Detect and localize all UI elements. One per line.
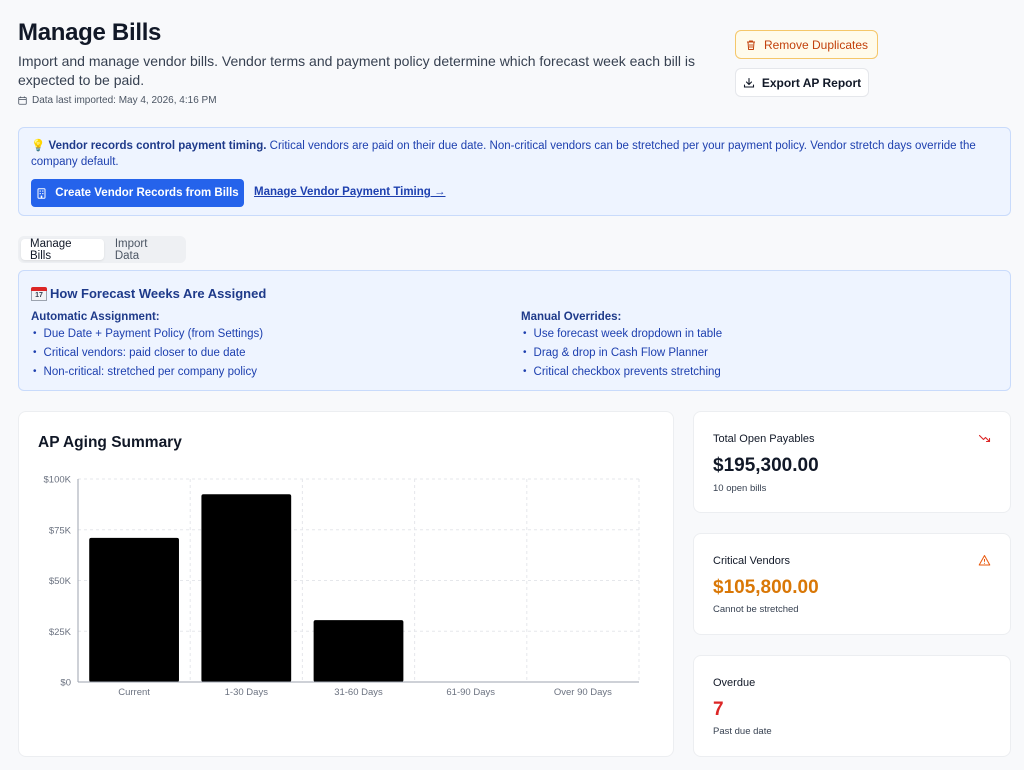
stat-subtext: Past due date [713, 726, 772, 737]
calendar-emoji-icon: 17 [31, 286, 47, 301]
y-tick-label: $50K [49, 576, 72, 587]
trash-icon [746, 40, 755, 50]
page-title: Manage Bills [18, 19, 162, 46]
export-ap-report-button[interactable]: Export AP Report [735, 68, 869, 97]
page-subtitle: Import and manage vendor bills. Vendor t… [18, 53, 696, 88]
vendor-info-bold: Vendor records control payment timing. [48, 140, 267, 152]
y-tick-label: $25K [49, 627, 72, 638]
vendor-info-text: 💡 Vendor records control payment timing.… [31, 138, 991, 170]
calendar-icon [18, 96, 27, 105]
forecast-weeks-info: 17 How Forecast Weeks Are Assigned Autom… [18, 270, 1011, 391]
forecast-title: 17 How Forecast Weeks Are Assigned [31, 286, 266, 301]
stat-value: 7 [713, 699, 724, 720]
list-item: Due Date + Payment Policy (from Settings… [33, 324, 264, 343]
x-tick-label: Over 90 Days [554, 687, 612, 698]
y-tick-label: $75K [49, 525, 72, 536]
bar [201, 494, 292, 682]
stat-value: $105,800.00 [713, 577, 819, 598]
last-imported-text: Data last imported: May 4, 2026, 4:16 PM [32, 95, 217, 106]
manual-overrides-list: Use forecast week dropdown in table Drag… [523, 324, 723, 381]
last-imported: Data last imported: May 4, 2026, 4:16 PM [18, 95, 217, 106]
list-item: Non-critical: stretched per company poli… [33, 362, 263, 381]
ap-aging-summary-card: AP Aging Summary $0 $25K $50K $75K $100K Curr… [18, 411, 674, 757]
stat-label: Critical Vendors [713, 555, 791, 567]
automatic-assignment-heading: Automatic Assignment: [31, 311, 160, 323]
bar [89, 537, 179, 682]
x-tick-label: 31-60 Days [334, 687, 383, 698]
stat-label: Overdue [713, 677, 756, 689]
remove-duplicates-label: Remove Duplicates [763, 37, 869, 52]
lightbulb-icon: 💡 [31, 140, 46, 152]
stat-label: Total Open Payables [713, 433, 815, 445]
create-vendor-records-label: Create Vendor Records from Bills [55, 187, 239, 199]
alert-triangle-icon [978, 555, 991, 566]
x-tick-label: 61-90 Days [446, 687, 495, 698]
y-tick-label: $0 [60, 678, 71, 689]
export-ap-report-label: Export AP Report [761, 75, 862, 90]
stat-subtext: 10 open bills [713, 483, 767, 494]
list-item: Drag & drop in Cash Flow Planner [523, 343, 722, 362]
list-item: Use forecast week dropdown in table [523, 324, 723, 343]
overdue-card: Overdue 7 Past due date [693, 655, 1011, 757]
forecast-title-text: How Forecast Weeks Are Assigned [50, 286, 267, 301]
trending-down-icon [978, 434, 991, 443]
manage-vendor-timing-link[interactable]: Manage Vendor Payment Timing → [254, 186, 446, 198]
list-item: Critical vendors: paid closer to due dat… [33, 343, 263, 362]
tabs: Manage Bills Import Data [18, 236, 186, 263]
total-open-payables-card: Total Open Payables $195,300.00 10 open … [693, 411, 1011, 513]
ap-aging-chart: $0 $25K $50K $75K $100K Current 1-30 Days 31-60… [44, 475, 640, 698]
building-icon [37, 187, 46, 199]
stat-subtext: Cannot be stretched [713, 604, 799, 615]
download-icon [743, 77, 754, 88]
vendor-info-banner: 💡 Vendor records control payment timing.… [18, 127, 1011, 216]
x-tick-label: 1-30 Days [225, 687, 269, 698]
remove-duplicates-button[interactable]: Remove Duplicates [735, 30, 878, 59]
tab-manage-bills[interactable]: Manage Bills [21, 238, 104, 262]
chart-title: AP Aging Summary [38, 434, 182, 451]
automatic-assignment-list: Due Date + Payment Policy (from Settings… [33, 324, 264, 381]
vendor-info-body: Critical vendors are paid on their due d… [31, 140, 976, 168]
tab-import-data[interactable]: Import Data [114, 237, 148, 262]
critical-vendors-card: Critical Vendors $105,800.00 Cannot be s… [693, 533, 1011, 635]
x-tick-label: Current [118, 687, 150, 698]
bar [313, 620, 404, 682]
y-tick-label: $100K [44, 475, 72, 486]
manual-overrides-heading: Manual Overrides: [521, 311, 622, 323]
create-vendor-records-button[interactable]: Create Vendor Records from Bills [31, 179, 244, 207]
list-item: Critical checkbox prevents stretching [523, 362, 722, 381]
stat-value: $195,300.00 [713, 455, 819, 476]
